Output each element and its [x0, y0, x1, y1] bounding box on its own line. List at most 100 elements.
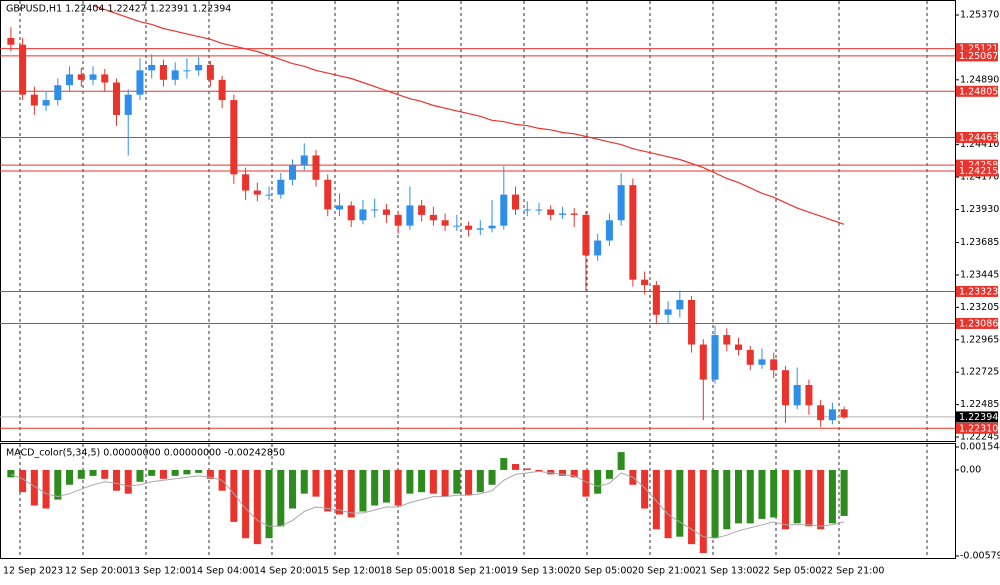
macd-bar — [758, 469, 766, 519]
candle-body — [688, 299, 696, 345]
macd-bar — [101, 469, 109, 479]
candle-body — [230, 100, 238, 175]
macd-bar — [289, 469, 297, 509]
macd-bar — [523, 468, 531, 470]
x-tick-label: 22 Sep 05:00 — [758, 566, 821, 577]
candle-body — [183, 70, 191, 72]
candle-body — [746, 349, 754, 365]
candle-body — [171, 70, 179, 80]
macd-bar — [253, 469, 261, 545]
macd-bar — [136, 469, 144, 482]
candle-body — [30, 94, 38, 106]
macd-title: MACD_color(5,34,5) 0.00000000 0.00000000… — [6, 448, 285, 459]
level-label-box — [956, 317, 998, 329]
macd-bar — [453, 469, 461, 494]
macd-bar — [359, 469, 367, 512]
macd-bar — [30, 469, 38, 506]
macd-bar — [582, 469, 590, 497]
candle-body — [664, 309, 672, 315]
x-tick-label: 18 Sep 05:00 — [380, 566, 443, 577]
candle-body — [112, 82, 121, 115]
macd-bar — [488, 469, 496, 485]
last-price-box — [956, 411, 998, 423]
macd-bar — [512, 463, 520, 470]
axis: 12 Sep 2023 12 Sep 20:00 13 Sep 12:00 14 Se… — [3, 9, 1000, 576]
macd-bar — [19, 469, 27, 493]
candle-body — [253, 190, 261, 195]
candle-body — [594, 240, 602, 256]
macd-y-tick-label: 0.00 — [960, 464, 981, 475]
candle-body — [558, 213, 566, 215]
candle-body — [652, 285, 660, 315]
y-tick-label: 1.22965 — [960, 334, 999, 345]
level-label-box — [956, 43, 998, 55]
level-label: 1.24805 — [959, 86, 998, 97]
level-label-box — [956, 159, 998, 171]
macd-bar — [676, 469, 684, 537]
macd-bar — [617, 452, 625, 470]
y-tick-label: 1.24890 — [960, 74, 999, 85]
candle-body — [500, 194, 508, 226]
candle-body — [289, 164, 297, 180]
candle-body — [840, 409, 848, 418]
candle-body — [218, 79, 226, 101]
macd-bar — [89, 469, 97, 476]
macd-bar — [840, 469, 848, 516]
macd-bar — [594, 469, 602, 494]
level-label-box — [956, 85, 998, 97]
x-tick-label: 14 Sep 04:00 — [191, 566, 254, 577]
macd-bar — [406, 469, 414, 494]
y-tick-label: 1.23685 — [960, 237, 999, 248]
candle-body — [42, 100, 50, 106]
macd-bar — [805, 469, 813, 527]
candle-body — [7, 37, 15, 45]
candle-body — [124, 94, 132, 115]
level-label: 1.25121 — [959, 44, 998, 55]
y-tick-label: 1.22725 — [960, 367, 999, 378]
level-label-box — [956, 131, 998, 143]
candle-body — [159, 64, 167, 80]
candle-body — [371, 209, 379, 211]
macd-bar — [382, 469, 390, 503]
y-tick-label: 1.23445 — [960, 269, 999, 280]
x-tick-label: 21 Sep 13:00 — [695, 566, 758, 577]
macd-bar — [335, 469, 343, 515]
macd-signal — [10, 470, 845, 539]
macd-bar — [723, 469, 731, 530]
level-label-box — [956, 50, 998, 62]
level-label: 1.22310 — [959, 423, 998, 434]
candle-body — [265, 194, 273, 196]
macd-bar — [828, 469, 836, 524]
candle-body — [54, 85, 62, 101]
y-tick-label: 1.25370 — [960, 9, 999, 20]
macd-bar — [66, 469, 74, 485]
macd-bar — [124, 469, 132, 494]
candle-body — [418, 205, 426, 215]
candle-body — [476, 228, 484, 230]
candle-body — [465, 225, 473, 230]
candle-body — [676, 299, 684, 310]
macd-bar — [324, 469, 332, 512]
macd-bar — [500, 458, 508, 470]
macd-bar — [558, 469, 566, 476]
candle-body — [101, 74, 109, 83]
candle-body — [582, 214, 590, 256]
candle-body — [394, 214, 402, 226]
candle-body — [535, 209, 543, 211]
macd-bar — [652, 469, 660, 530]
macd-bar — [664, 469, 672, 539]
candle-body — [781, 370, 789, 406]
candle-body — [77, 74, 85, 80]
candle-body — [734, 344, 743, 350]
candle-body — [206, 64, 214, 80]
macd-bar — [547, 469, 555, 475]
macd-bar — [277, 469, 285, 527]
macd-bar — [7, 469, 15, 478]
macd-bar — [42, 469, 50, 509]
macd-bar — [746, 469, 754, 524]
candle-body — [19, 44, 27, 95]
candle-body — [793, 385, 801, 406]
